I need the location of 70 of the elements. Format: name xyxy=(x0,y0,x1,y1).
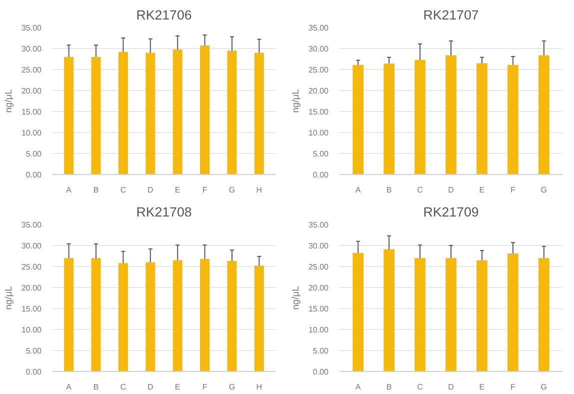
x-tick-label: G xyxy=(228,186,236,194)
y-tick-label: 0.00 xyxy=(312,170,330,180)
x-tick-label: C xyxy=(120,382,126,392)
x-tick-label: A xyxy=(66,382,72,392)
y-tick-label: 35.00 xyxy=(21,220,42,230)
y-tick-label: 35.00 xyxy=(308,24,330,32)
y-tick-label: 10.00 xyxy=(308,326,330,334)
x-tick-label: D xyxy=(448,382,454,392)
y-tick-label: 5.00 xyxy=(26,346,42,356)
x-tick-label: H xyxy=(256,382,262,392)
x-tick-label: A xyxy=(355,186,362,194)
y-tick-label: 35.00 xyxy=(21,24,42,32)
y-tick-label: 5.00 xyxy=(312,150,330,158)
y-tick-label: 10.00 xyxy=(21,128,42,138)
x-tick-label: H xyxy=(256,186,262,194)
y-tick-label: 5.00 xyxy=(26,150,42,158)
x-tick-label: G xyxy=(540,382,548,392)
x-tick-label: D xyxy=(148,382,154,392)
y-axis-title: ng/μL xyxy=(3,286,14,310)
chart-title: RK21708 xyxy=(136,204,192,220)
x-tick-label: D xyxy=(148,186,154,194)
x-tick-label: C xyxy=(120,186,126,194)
y-axis-title: ng/μL xyxy=(290,89,300,113)
x-tick-label: A xyxy=(355,382,362,392)
y-tick-label: 10.00 xyxy=(308,128,330,138)
x-tick-label: G xyxy=(228,382,236,392)
x-tick-label: A xyxy=(66,186,72,194)
y-tick-label: 15.00 xyxy=(21,304,42,314)
x-tick-label: B xyxy=(386,382,392,392)
x-tick-label: E xyxy=(174,186,180,194)
chart-title: RK21707 xyxy=(423,8,479,22)
y-tick-label: 0.00 xyxy=(26,368,42,376)
y-tick-label: 25.00 xyxy=(21,66,42,74)
y-tick-label: 35.00 xyxy=(308,220,330,230)
y-tick-label: 15.00 xyxy=(308,304,330,314)
x-tick-label: D xyxy=(448,186,454,194)
y-tick-label: 30.00 xyxy=(308,44,330,54)
y-tick-label: 0.00 xyxy=(26,170,42,180)
x-tick-label: E xyxy=(174,382,180,392)
y-tick-label: 20.00 xyxy=(21,86,42,96)
x-tick-label: B xyxy=(386,186,392,194)
y-axis-title: ng/μL xyxy=(290,286,300,310)
x-tick-label: F xyxy=(510,186,516,194)
y-tick-label: 20.00 xyxy=(308,86,330,96)
y-tick-label: 15.00 xyxy=(21,108,42,116)
y-tick-label: 25.00 xyxy=(21,262,42,272)
y-tick-label: 10.00 xyxy=(21,326,42,334)
y-tick-label: 15.00 xyxy=(308,108,330,116)
y-tick-label: 30.00 xyxy=(21,44,42,54)
x-tick-label: E xyxy=(479,186,485,194)
x-tick-label: F xyxy=(202,382,208,392)
y-tick-label: 20.00 xyxy=(308,284,330,292)
y-tick-label: 0.00 xyxy=(312,368,330,376)
y-tick-label: 25.00 xyxy=(308,66,330,74)
y-tick-label: 25.00 xyxy=(308,262,330,272)
y-tick-label: 30.00 xyxy=(308,242,330,250)
x-tick-label: B xyxy=(93,382,99,392)
x-tick-label: F xyxy=(202,186,208,194)
y-tick-label: 5.00 xyxy=(312,346,330,356)
chart-title: RK21709 xyxy=(423,204,479,220)
y-tick-label: 20.00 xyxy=(21,284,42,292)
x-tick-label: F xyxy=(510,382,516,392)
x-tick-label: G xyxy=(540,186,548,194)
x-tick-label: E xyxy=(479,382,485,392)
x-tick-label: C xyxy=(417,382,424,392)
chart-title: RK21706 xyxy=(136,8,192,22)
y-axis-title: ng/μL xyxy=(3,89,14,113)
y-tick-label: 30.00 xyxy=(21,242,42,250)
x-tick-label: B xyxy=(93,186,99,194)
x-tick-label: C xyxy=(417,186,424,194)
